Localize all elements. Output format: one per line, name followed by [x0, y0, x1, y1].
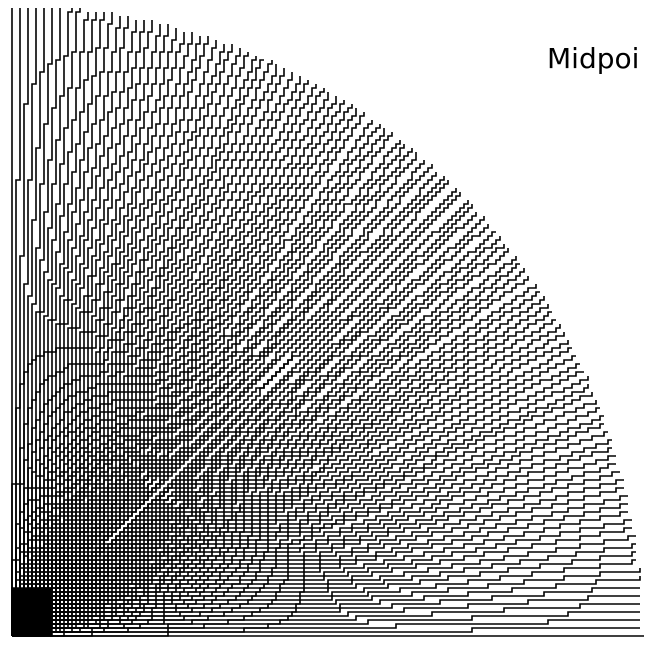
fan-line — [11, 8, 81, 636]
fan-line — [11, 60, 273, 636]
fan-line — [12, 104, 353, 637]
fan-line — [11, 68, 285, 636]
fan-line — [11, 8, 29, 636]
fan-line — [11, 8, 73, 636]
fan-line — [12, 340, 569, 637]
fan-line — [11, 12, 105, 636]
fan-line — [12, 284, 537, 637]
fan-line — [11, 40, 217, 636]
fan-line — [12, 576, 641, 637]
fan-line — [12, 535, 636, 637]
fan-line — [12, 164, 433, 637]
fan-line — [12, 84, 317, 637]
fan-line — [12, 355, 576, 637]
fan-line — [12, 144, 405, 637]
fan-line — [12, 527, 632, 637]
fan-line — [12, 96, 337, 637]
fan-line — [12, 568, 641, 637]
fan-line — [12, 431, 608, 637]
fan-line — [11, 36, 209, 636]
fan-line — [12, 384, 589, 637]
fan-line — [11, 59, 264, 636]
fan-line — [12, 120, 373, 637]
fan-line — [12, 455, 616, 637]
fan-line — [11, 24, 169, 636]
fan-line — [12, 503, 628, 637]
fan-line — [12, 112, 365, 637]
fan-line — [12, 263, 520, 637]
fan-line — [12, 463, 616, 637]
fan-line — [12, 407, 600, 637]
fan-line — [12, 551, 636, 637]
fan-line — [12, 603, 640, 637]
fan-line — [12, 188, 457, 637]
fan-line — [12, 479, 624, 637]
fan-line — [11, 48, 241, 636]
fan-line — [11, 20, 145, 636]
fan-line — [11, 8, 53, 636]
fan-line — [11, 16, 129, 636]
fan-line — [12, 311, 552, 637]
fan-line — [12, 627, 640, 637]
fan-line — [11, 32, 185, 636]
fan-line — [12, 124, 381, 637]
fan-line — [12, 543, 636, 637]
figure-title: Midpoi — [547, 42, 640, 75]
rasterized-line-group — [11, 8, 644, 637]
fan-line — [12, 291, 540, 637]
fan-line — [12, 439, 612, 637]
fan-line — [12, 519, 632, 637]
fan-line — [11, 12, 97, 636]
fan-line — [12, 80, 309, 637]
fan-line — [11, 32, 193, 636]
fan-line — [11, 12, 113, 636]
